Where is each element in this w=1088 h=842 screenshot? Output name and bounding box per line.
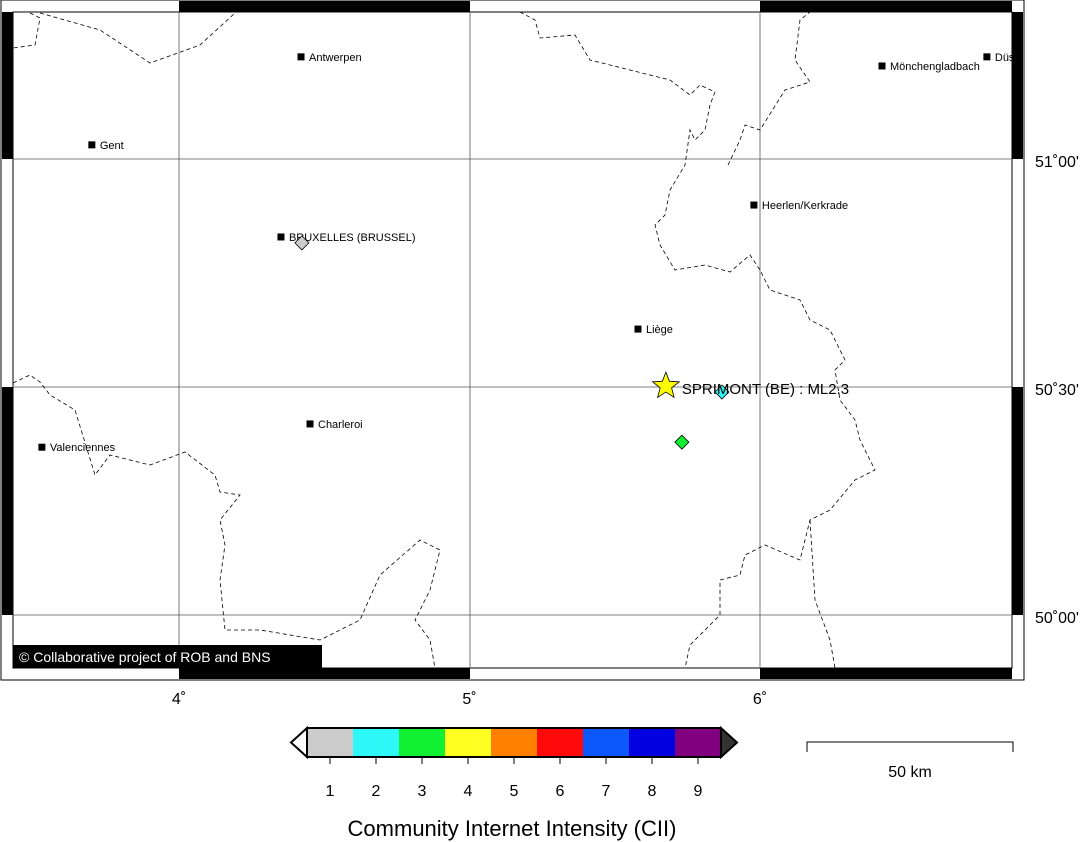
- legend-label: 2: [372, 783, 381, 800]
- lon-tick-label: 5˚: [462, 691, 476, 708]
- city-marker: [750, 201, 758, 209]
- legend-swatch: [353, 728, 399, 757]
- legend-swatch: [307, 728, 353, 757]
- legend-swatch: [537, 728, 583, 757]
- intensity-diamond: [674, 434, 690, 450]
- graticule: [13, 12, 1012, 668]
- legend-label: 8: [648, 783, 657, 800]
- legend-swatch: [491, 728, 537, 757]
- legend-high-triangle: [720, 725, 739, 760]
- epicenter-star-icon: [651, 370, 681, 399]
- legend-label: 4: [464, 783, 473, 800]
- map-frame: [0, 0, 1025, 681]
- city-label: Liège: [646, 324, 673, 336]
- city-markers: Antwerpen Gent BRUXELLES (BRUSSEL) Heerlen/…: [38, 52, 1015, 454]
- city-marker: [983, 53, 991, 61]
- city-label: Düs: [995, 52, 1015, 64]
- legend-label: 3: [418, 783, 427, 800]
- scale-bar: 50 km: [806, 741, 1014, 781]
- legend-swatch: [629, 728, 675, 757]
- legend-swatch: [399, 728, 445, 757]
- city-label: Valenciennes: [50, 442, 116, 454]
- lon-tick-label: 6˚: [753, 691, 767, 708]
- city-label: BRUXELLES (BRUSSEL): [289, 232, 416, 244]
- intensity-diamond: [714, 384, 730, 400]
- axis-ticks: 4˚ 5˚ 6˚ 51˚00' 50˚30' 50˚00': [172, 154, 1079, 708]
- copyright-box: © Collaborative project of ROB and BNS: [13, 645, 322, 668]
- legend-label: 7: [602, 783, 611, 800]
- lat-tick-label: 50˚00': [1035, 610, 1079, 627]
- legend-swatch: [445, 728, 491, 757]
- city-label: Mönchengladbach: [890, 61, 980, 73]
- city-label: Gent: [100, 140, 124, 152]
- city-marker: [88, 141, 96, 149]
- legend-label: 6: [556, 783, 565, 800]
- city-label: Antwerpen: [309, 52, 362, 64]
- legend-low-triangle: [289, 725, 308, 760]
- city-label: Charleroi: [318, 419, 363, 431]
- city-marker: [38, 443, 46, 451]
- intensity-legend: 1 2 3 4 5 6 7 8 9: [289, 725, 739, 800]
- city-marker: [277, 233, 285, 241]
- epicenter-label: SPRIMONT (BE) : ML2.3: [682, 381, 849, 398]
- copyright-text: © Collaborative project of ROB and BNS: [19, 649, 271, 665]
- city-marker: [297, 53, 305, 61]
- legend-label: 5: [510, 783, 519, 800]
- epicenter: SPRIMONT (BE) : ML2.3: [651, 370, 849, 399]
- intensity-diamond: [294, 235, 310, 251]
- legend-swatch: [583, 728, 629, 757]
- country-borders: [12, 11, 876, 669]
- legend-title: Community Internet Intensity (CII): [348, 816, 677, 841]
- city-marker: [634, 325, 642, 333]
- city-label: Heerlen/Kerkrade: [762, 200, 848, 212]
- lat-tick-label: 51˚00': [1035, 154, 1079, 171]
- legend-label: 1: [326, 783, 335, 800]
- scale-bar-label: 50 km: [888, 764, 932, 781]
- legend-label: 9: [694, 783, 703, 800]
- city-marker: [306, 420, 314, 428]
- legend-swatch: [675, 728, 721, 757]
- city-marker: [878, 62, 886, 70]
- lon-tick-label: 4˚: [172, 691, 186, 708]
- intensity-observations: [294, 235, 730, 450]
- lat-tick-label: 50˚30': [1035, 382, 1079, 399]
